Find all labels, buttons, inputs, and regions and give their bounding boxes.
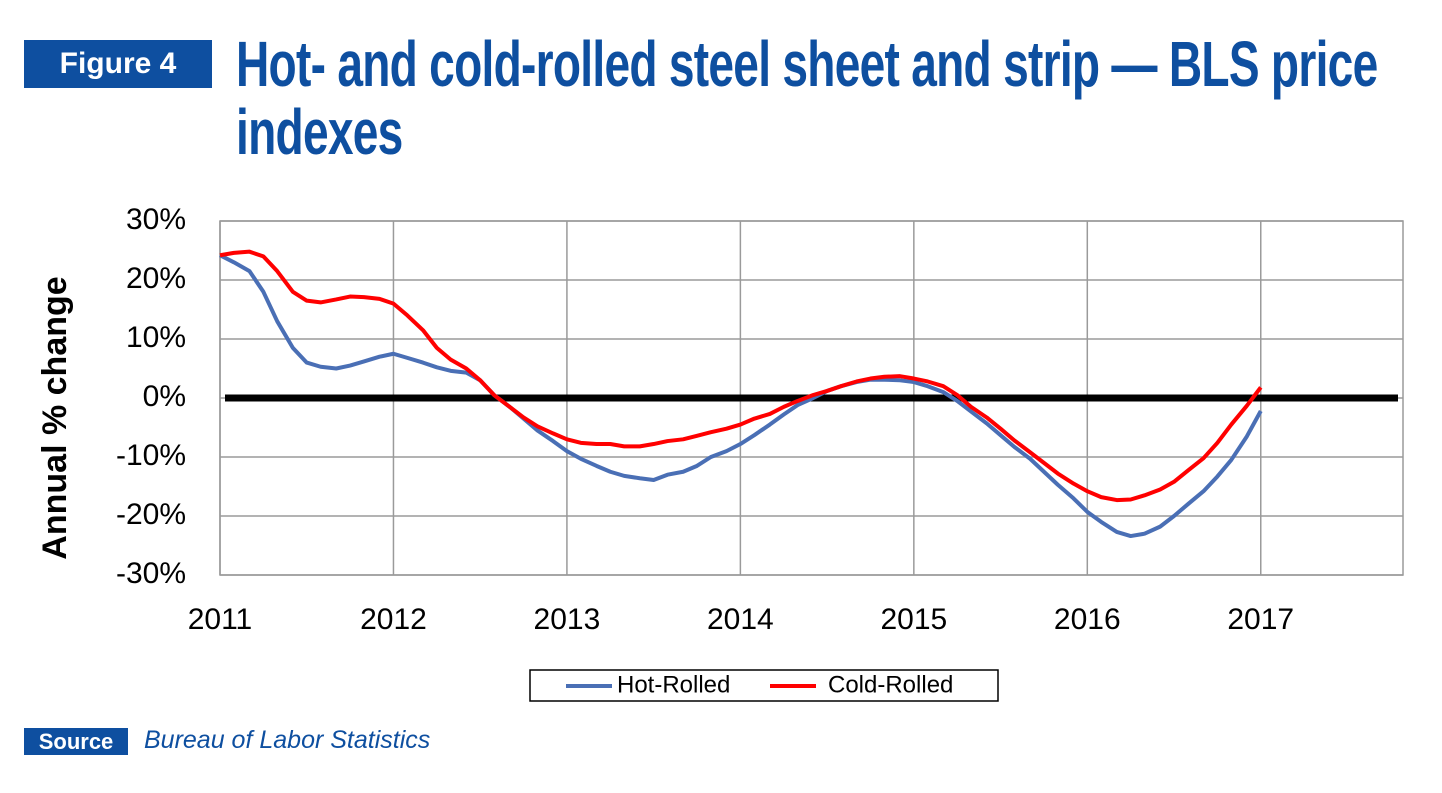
- legend-label: Hot-Rolled: [617, 671, 730, 698]
- x-tick-label: 2016: [1054, 603, 1121, 636]
- y-axis-label: Annual % change: [36, 276, 74, 559]
- y-tick-label: -30%: [116, 557, 186, 590]
- plot-border: [219, 220, 1404, 576]
- series-line: [219, 249, 1263, 503]
- y-tick-label: 10%: [126, 321, 186, 354]
- chart-title: Hot- and cold-rolled steel sheet and str…: [236, 28, 1378, 168]
- x-tick-label: 2017: [1227, 603, 1294, 636]
- y-tick-label: 20%: [126, 262, 186, 295]
- y-tick-label: 30%: [126, 203, 186, 236]
- x-tick-label: 2014: [707, 603, 774, 636]
- series-line: [219, 253, 1263, 539]
- y-tick-label: -10%: [116, 439, 186, 472]
- source-label: Source: [24, 728, 128, 755]
- x-tick-label: 2013: [534, 603, 601, 636]
- figure-label: Figure 4: [24, 40, 212, 88]
- y-tick-label: -20%: [116, 498, 186, 531]
- x-tick-label: 2011: [188, 603, 253, 636]
- x-tick-label: 2012: [360, 603, 427, 636]
- source: Bureau of Labor Statistics: [144, 726, 431, 754]
- y-tick-label: 0%: [143, 380, 186, 413]
- legend-label: Cold-Rolled: [828, 671, 953, 698]
- x-tick-label: 2015: [880, 603, 947, 636]
